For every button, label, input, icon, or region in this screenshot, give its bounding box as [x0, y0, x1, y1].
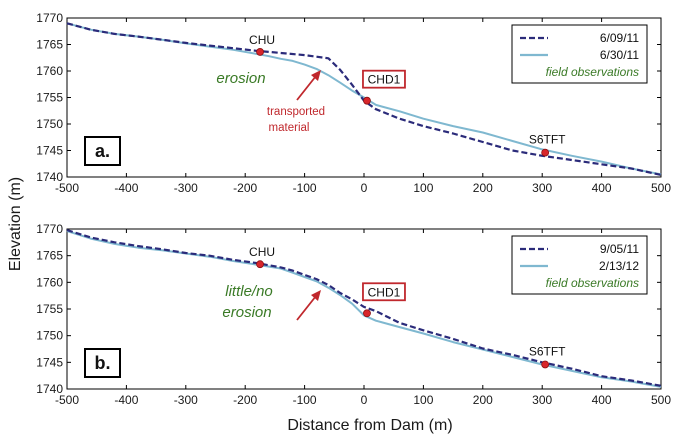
x-tick-label: 400 [592, 393, 612, 407]
y-tick-label: 1765 [36, 38, 63, 52]
y-tick-label: 1740 [36, 170, 63, 184]
x-tick-label: -100 [293, 393, 317, 407]
x-tick-label: -500 [55, 393, 79, 407]
arrow-shaft [296, 75, 317, 101]
x-tick-label: 200 [473, 181, 493, 195]
series-line-dashed [66, 22, 662, 176]
arrow-head [311, 290, 321, 301]
y-tick-label: 1760 [36, 64, 63, 78]
legend-entry-field-observations: field observations [546, 65, 639, 79]
x-tick-label: 400 [592, 181, 612, 195]
panel-tag: a. [95, 141, 110, 161]
y-tick-label: 1740 [36, 382, 63, 396]
legend-entry: 6/09/11 [600, 31, 639, 45]
x-tick-label: 100 [413, 181, 433, 195]
panel-tag-box [84, 136, 121, 166]
annotation-erosion: erosion [222, 304, 271, 321]
x-tick-label: 100 [413, 393, 433, 407]
x-tick-label: -300 [174, 393, 198, 407]
field-observation-marker [256, 260, 264, 269]
legend-entry-field-observations: field observations [546, 276, 639, 290]
panel-b: -500 -400 -300 -200 -100 0 100 200 300 400 500 1740… [36, 222, 671, 407]
x-tick-label: -400 [114, 181, 138, 195]
legend-entry: 9/05/11 [600, 242, 639, 256]
site-label-chd1: CHD1 [368, 285, 401, 299]
panel-tag-box [84, 348, 121, 378]
series-line-dashed [66, 229, 662, 387]
arrow-head [311, 70, 321, 81]
x-tick-label: 200 [473, 393, 493, 407]
annotation-little-no: little/no [225, 283, 273, 300]
y-tick-label: 1745 [36, 144, 63, 158]
y-tick-label: 1765 [36, 249, 63, 263]
x-axis-title: Distance from Dam (m) [287, 417, 452, 434]
annotation-transported: transported [267, 106, 325, 118]
field-observation-marker [541, 360, 550, 369]
chd1-label-box [362, 69, 406, 89]
x-tick-label: 0 [361, 393, 368, 407]
site-label-s6tft: S6TFT [529, 344, 566, 358]
annotation-erosion: erosion [216, 70, 265, 87]
arrow-shaft [296, 295, 317, 321]
x-tick-label: -200 [233, 181, 257, 195]
site-label-chu: CHU [249, 245, 275, 259]
field-observation-marker [256, 48, 264, 56]
x-tick-label: -200 [233, 393, 257, 407]
legend-entry: 2/13/12 [599, 259, 639, 273]
site-label-s6tft: S6TFT [529, 133, 566, 147]
y-tick-label: 1770 [36, 11, 63, 25]
y-tick-label: 1750 [36, 117, 63, 131]
x-tick-label: -500 [55, 181, 79, 195]
y-axis-title: Elevation (m) [7, 177, 24, 271]
x-tick-label: 500 [651, 393, 671, 407]
x-tick-label: 500 [651, 181, 671, 195]
y-tick-label: 1770 [36, 222, 63, 236]
y-tick-label: 1760 [36, 275, 63, 289]
chd1-label-box [362, 282, 406, 302]
x-tick-label: -300 [174, 181, 198, 195]
site-label-chu: CHU [249, 33, 275, 47]
y-tick-label: 1755 [36, 302, 63, 316]
field-observation-marker [363, 309, 371, 318]
field-observation-marker [541, 148, 550, 157]
site-label-chd1: CHD1 [368, 73, 401, 87]
y-tick-label: 1745 [36, 355, 63, 369]
field-observation-marker [363, 96, 371, 105]
x-tick-label: 300 [532, 393, 552, 407]
y-tick-label: 1750 [36, 329, 63, 343]
x-tick-label: -400 [114, 393, 138, 407]
x-tick-label: -100 [293, 181, 317, 195]
panel-tag: b. [95, 353, 111, 373]
x-tick-label: 300 [532, 181, 552, 195]
panel-a: -500 -400 -300 -200 -100 0 100 200 300 400 500 1740… [36, 11, 671, 195]
y-tick-label: 1755 [36, 91, 63, 105]
annotation-material: material [269, 122, 310, 134]
legend-entry: 6/30/11 [600, 48, 639, 62]
x-tick-label: 0 [361, 181, 368, 195]
panels: -500 -400 -300 -200 -100 0 100 200 300 400 500 1740… [36, 11, 671, 407]
